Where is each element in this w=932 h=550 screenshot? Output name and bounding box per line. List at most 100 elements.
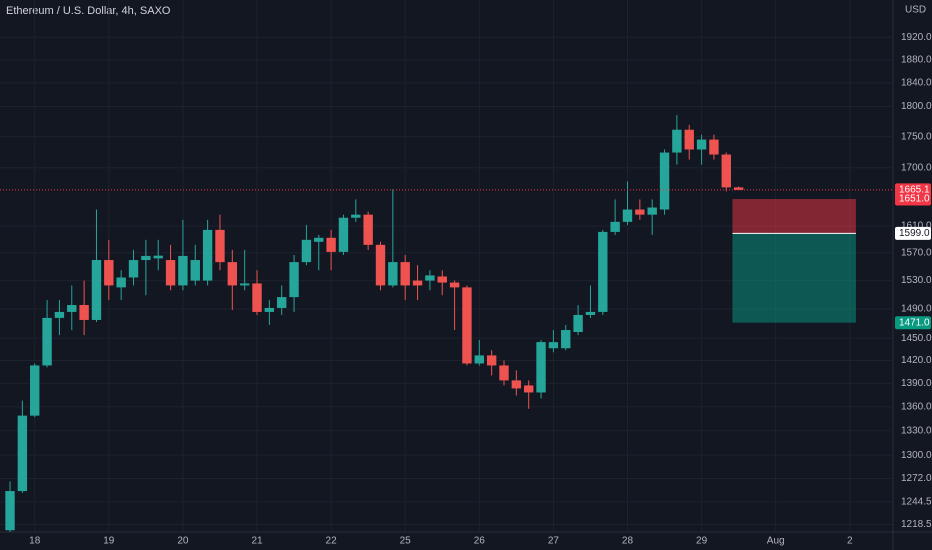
candle-body: [474, 355, 484, 364]
y-tick-label: 1490.0: [901, 304, 932, 315]
y-tick-label: 1390.0: [901, 378, 932, 389]
candle-body: [141, 255, 151, 261]
candle-body: [375, 244, 386, 286]
candle-body: [153, 255, 163, 259]
candle-body: [17, 415, 28, 492]
y-tick-label: 1750.0: [901, 131, 932, 142]
candle-body: [264, 307, 275, 312]
candle-body: [437, 276, 447, 283]
price-marker: [895, 192, 931, 206]
y-tick-label: 1330.0: [901, 425, 932, 436]
stop-zone: [732, 199, 856, 234]
y-tick-label: 1420.0: [901, 355, 932, 366]
candle-body: [30, 365, 40, 416]
y-tick-label: 1218.5: [901, 519, 932, 530]
candle-body: [598, 231, 608, 312]
target-zone: [732, 233, 856, 323]
candle-body: [338, 217, 349, 252]
candle-body: [91, 260, 102, 320]
price-marker-label: 1651.0: [899, 194, 930, 205]
candle-body: [104, 260, 114, 286]
x-tick-label: 28: [622, 536, 634, 547]
candle-body: [215, 229, 225, 263]
candle-body: [622, 209, 633, 222]
candle-body: [696, 139, 707, 150]
candle-body: [5, 491, 15, 531]
candle-body: [684, 129, 694, 150]
candle-body: [536, 342, 546, 393]
candle-body: [573, 314, 583, 333]
candle-body: [79, 305, 89, 320]
candle-body: [202, 229, 213, 281]
candle-body: [412, 280, 423, 286]
y-tick-label: 1920.0: [901, 32, 932, 43]
candle-body: [165, 260, 176, 286]
y-tick-label: 1530.0: [901, 275, 932, 286]
candle-body: [672, 129, 682, 153]
candle-body: [289, 262, 299, 298]
x-tick-label: 21: [251, 536, 263, 547]
x-tick-label: 20: [177, 536, 189, 547]
candle-body: [67, 305, 77, 312]
candle-body: [585, 311, 596, 315]
y-tick-label: 1880.0: [901, 54, 932, 65]
candle-body: [462, 287, 472, 364]
y-tick-label: 1800.0: [901, 101, 932, 112]
price-marker-label: 1599.0: [899, 228, 930, 239]
candle-body: [499, 365, 509, 381]
x-tick-label: 26: [474, 536, 486, 547]
candle-body: [400, 262, 410, 286]
candle-body: [116, 277, 126, 288]
y-tick-label: 1610.0: [901, 221, 932, 232]
x-tick-label: Aug: [767, 536, 785, 547]
candle-body: [610, 221, 620, 232]
x-tick-label: 19: [103, 536, 115, 547]
candle-body: [252, 283, 262, 312]
chart-title: Ethereum / U.S. Dollar, 4h, SAXO: [6, 5, 171, 17]
candle-body: [561, 330, 571, 349]
candle-body: [326, 237, 336, 252]
x-tick-label: 27: [548, 536, 560, 547]
candle-body: [351, 214, 361, 218]
candle-body: [709, 139, 719, 155]
y-tick-label: 1450.0: [901, 333, 932, 344]
candle-body: [659, 152, 670, 210]
candle-body: [42, 317, 52, 366]
candle-body: [301, 239, 312, 263]
candle-body: [277, 297, 287, 308]
y-tick-label: 1360.0: [901, 401, 932, 412]
y-tick-label: 1244.5: [901, 497, 932, 508]
candle-body: [721, 154, 731, 188]
y-tick-label: 1840.0: [901, 78, 932, 89]
price-marker-label: 1471.0: [899, 317, 930, 328]
candle-body: [128, 260, 139, 278]
candle-body: [524, 385, 534, 393]
candle-body: [425, 275, 435, 281]
currency-label: USD: [905, 5, 926, 16]
price-marker: [895, 316, 931, 330]
y-tick-label: 1272.0: [901, 473, 932, 484]
x-tick-label: 25: [400, 536, 412, 547]
candle-body: [178, 255, 188, 286]
price-marker-label: 1665.1: [899, 185, 930, 196]
candle-body: [647, 207, 657, 215]
candle-body: [190, 260, 200, 281]
candle-body: [388, 262, 398, 286]
y-tick-label: 1300.0: [901, 450, 932, 461]
x-tick-label: 22: [326, 536, 338, 547]
candle-body: [54, 311, 65, 318]
candle-body: [363, 214, 373, 245]
candle-body: [733, 187, 744, 190]
price-marker: [895, 226, 931, 240]
candle-body: [239, 283, 250, 286]
candle-body: [511, 380, 522, 389]
candle-body: [635, 209, 645, 215]
candle-body: [314, 237, 324, 242]
candle-body: [227, 262, 238, 286]
x-tick-label: 2: [847, 536, 853, 547]
y-tick-label: 1570.0: [901, 248, 932, 259]
y-tick-label: 1700.0: [901, 162, 932, 173]
x-tick-label: 18: [29, 536, 41, 547]
candle-body: [449, 282, 460, 288]
